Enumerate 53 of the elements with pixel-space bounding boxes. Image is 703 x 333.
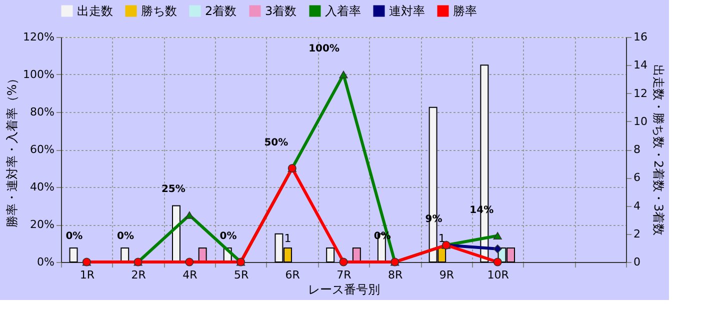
y-tick-label: 0%	[37, 256, 54, 268]
y-tick-label: 100%	[23, 68, 54, 81]
x-tick-label: 9R	[439, 268, 454, 282]
y2-tick-label: 0	[634, 256, 640, 268]
x-tick-label: 2R	[131, 268, 146, 282]
data-label: 0%	[117, 231, 134, 242]
bar	[172, 205, 180, 262]
data-label: 1	[284, 232, 292, 245]
point	[185, 211, 194, 219]
x-tick-label: 10R	[487, 268, 510, 282]
y-tick-label: 60%	[30, 143, 54, 156]
data-label: 1	[438, 232, 446, 245]
point	[339, 70, 348, 78]
y2-tick-label: 4	[634, 199, 640, 212]
y2-tick-label: 2	[634, 227, 640, 240]
legend-label: 2着数	[205, 4, 237, 18]
y-tick-label: 40%	[30, 180, 54, 194]
point	[493, 232, 502, 240]
point	[493, 244, 502, 254]
y-axis-title: 勝率・連対率・入着率（%）	[5, 72, 20, 228]
x-axis-title: レース番号別	[308, 282, 380, 296]
data-label: 0%	[220, 231, 237, 242]
data-label: 50%	[264, 137, 288, 148]
legend-label: 入着率	[325, 4, 361, 18]
x-tick-label: 1R	[80, 268, 95, 282]
point	[493, 258, 502, 266]
y2-tick-label: 6	[634, 171, 640, 184]
x-tick-label: 4R	[182, 268, 198, 282]
point	[185, 258, 194, 266]
data-label: 0%	[66, 231, 83, 242]
point	[339, 258, 348, 266]
bar	[326, 247, 335, 262]
legend-label: 勝ち数	[141, 4, 177, 18]
y-tick-label: 80%	[30, 106, 54, 118]
y2-tick-label: 12	[634, 86, 648, 100]
legend-label: 勝率	[453, 4, 477, 18]
data-label: 25%	[161, 184, 186, 196]
y-tick-label: 20%	[30, 218, 54, 231]
y2-tick-label: 8	[634, 143, 640, 156]
legend-label: 3着数	[265, 4, 297, 18]
y2-axis-title: 出走数・勝ち数・2着数・3着数	[651, 64, 666, 236]
y2-tick-label: 16	[634, 30, 648, 44]
y2-tick-label: 10	[634, 114, 648, 128]
x-tick-label: 6R	[285, 268, 300, 282]
x-tick-label: 7R	[336, 268, 352, 282]
x-tick-label: 5R	[234, 268, 249, 282]
y2-tick-label: 14	[634, 58, 648, 72]
y-tick-label: 120%	[23, 30, 54, 44]
x-tick-label: 8R	[388, 268, 404, 282]
legend-label: 出走数	[77, 4, 113, 18]
bar	[69, 247, 78, 262]
legend-label: 連対率	[389, 4, 425, 18]
data-label: 100%	[308, 44, 340, 54]
